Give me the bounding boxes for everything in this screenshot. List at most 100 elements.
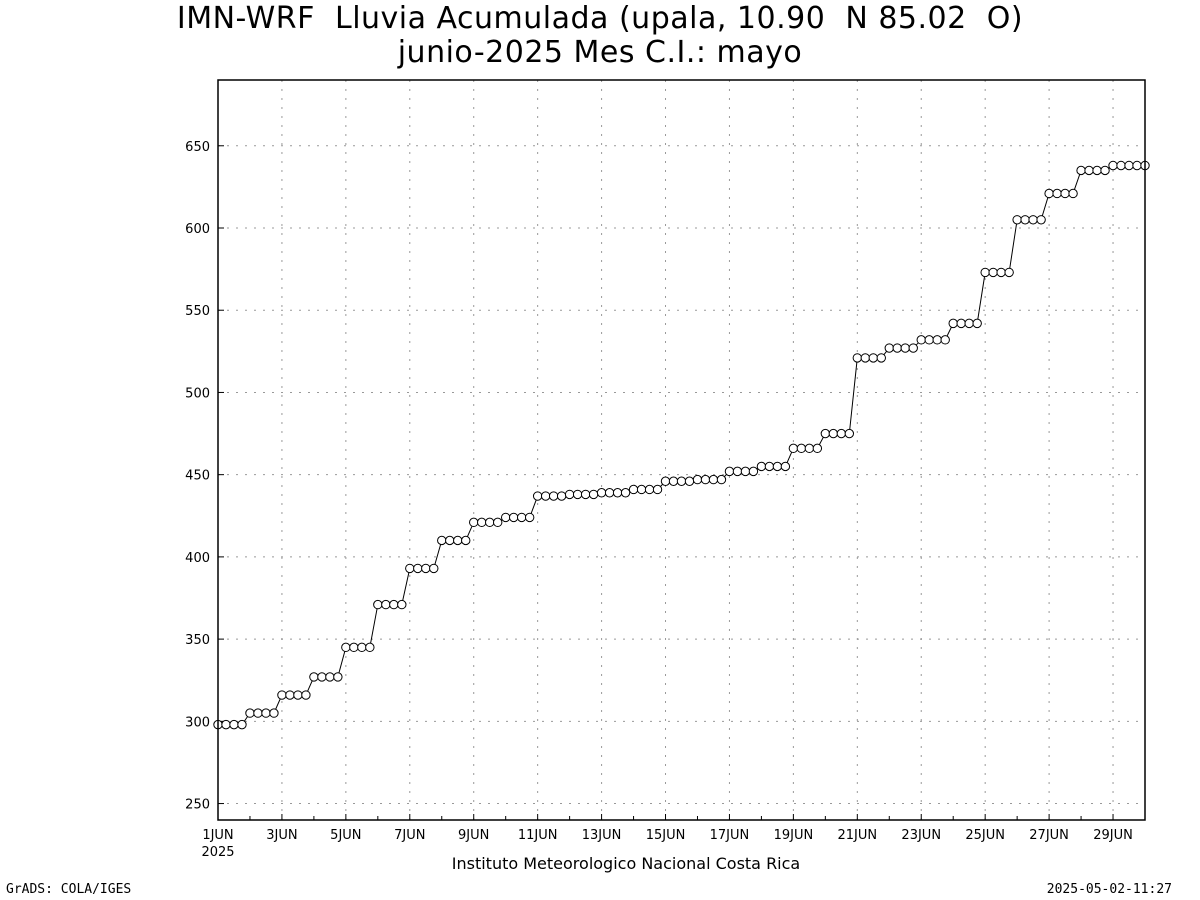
data-point — [940, 335, 950, 345]
data-point — [628, 484, 639, 495]
data-point — [612, 488, 623, 498]
data-point — [860, 353, 871, 363]
x-tick-label: 11JUN — [518, 828, 558, 843]
data-point — [564, 489, 575, 500]
x-tick-label: 25JUN — [965, 828, 1005, 843]
data-point — [245, 708, 255, 718]
data-point — [580, 489, 591, 500]
data-point — [477, 517, 487, 528]
x-tick-label: 3JUN — [266, 828, 297, 843]
data-point — [485, 517, 495, 528]
x-tick-label: 5JUN — [330, 828, 361, 843]
data-point — [700, 474, 711, 485]
data-point — [732, 466, 743, 477]
x-tick-label: 15JUN — [646, 828, 686, 843]
data-point — [532, 491, 543, 501]
data-point — [1132, 160, 1142, 171]
data-point — [365, 642, 375, 653]
data-point — [1036, 215, 1046, 225]
footer-software: GrADS: COLA/IGES — [6, 882, 132, 897]
data-point — [868, 353, 878, 363]
data-point — [333, 672, 343, 682]
data-point — [1020, 215, 1030, 225]
data-point — [445, 535, 455, 546]
data-point — [373, 599, 383, 610]
data-point — [676, 476, 687, 486]
data-point — [221, 719, 231, 730]
y-tick-label: 250 — [185, 798, 210, 813]
data-point — [405, 563, 415, 574]
data-point — [397, 599, 407, 610]
data-point — [652, 484, 663, 495]
data-point — [932, 335, 942, 345]
data-point — [437, 535, 447, 546]
y-axis-ticks: 250 300 350 400 450 500 550 600 650 — [185, 140, 210, 813]
data-point — [964, 318, 974, 329]
data-point — [996, 267, 1006, 278]
data-point — [604, 488, 615, 498]
x-tick-label: 21JUN — [837, 828, 877, 843]
data-point — [660, 476, 671, 486]
x-tick-label: 27JUN — [1029, 828, 1069, 843]
x-tick-label: 17JUN — [710, 828, 750, 843]
data-point — [588, 489, 599, 500]
footer-timestamp: 2025-05-02-11:27 — [1046, 882, 1172, 897]
data-point — [740, 466, 751, 477]
data-point — [421, 563, 431, 574]
data-point — [341, 642, 351, 653]
data-point — [357, 642, 367, 653]
data-point — [285, 690, 295, 700]
y-tick-label: 650 — [185, 140, 210, 155]
data-point — [1092, 165, 1102, 176]
data-point — [1100, 165, 1110, 176]
data-point — [892, 343, 902, 353]
data-point — [908, 343, 918, 353]
data-point — [756, 461, 767, 472]
data-point — [540, 491, 551, 501]
x-tick-label: 23JUN — [901, 828, 941, 843]
data-point — [349, 642, 359, 653]
plot-frame — [217, 79, 1146, 821]
data-point — [764, 461, 775, 472]
data-point — [1012, 215, 1022, 225]
y-tick-label: 350 — [185, 633, 210, 648]
y-tick-label: 500 — [185, 386, 210, 401]
data-point — [317, 672, 327, 682]
data-point — [1004, 267, 1014, 278]
data-point — [261, 708, 271, 718]
data-point — [916, 335, 926, 345]
data-point — [636, 484, 647, 495]
data-point — [309, 672, 319, 682]
data-point — [748, 466, 759, 477]
data-point — [972, 318, 982, 329]
data-point — [596, 488, 607, 498]
x-tick-label: 1JUN — [202, 828, 233, 843]
data-point — [381, 599, 391, 610]
data-point — [796, 443, 807, 454]
data-point — [253, 708, 263, 718]
data-point — [469, 517, 479, 528]
data-point — [325, 672, 335, 682]
data-point — [780, 461, 791, 472]
data-point — [237, 719, 247, 730]
data-point — [556, 491, 567, 501]
data-point — [836, 428, 847, 439]
series-line — [213, 160, 1150, 730]
data-point — [716, 474, 727, 485]
data-point — [988, 267, 998, 278]
data-point — [389, 599, 399, 610]
x-tick-label: 13JUN — [582, 828, 622, 843]
data-point — [301, 690, 311, 700]
data-point — [684, 476, 695, 486]
data-point — [956, 318, 966, 329]
data-point — [620, 488, 631, 498]
data-point — [277, 690, 287, 700]
data-point — [828, 428, 839, 439]
data-point — [1060, 188, 1070, 199]
data-point — [461, 535, 471, 546]
data-point — [724, 466, 735, 477]
data-point — [572, 489, 583, 500]
data-point — [269, 708, 279, 718]
grid-lines — [217, 80, 1145, 820]
